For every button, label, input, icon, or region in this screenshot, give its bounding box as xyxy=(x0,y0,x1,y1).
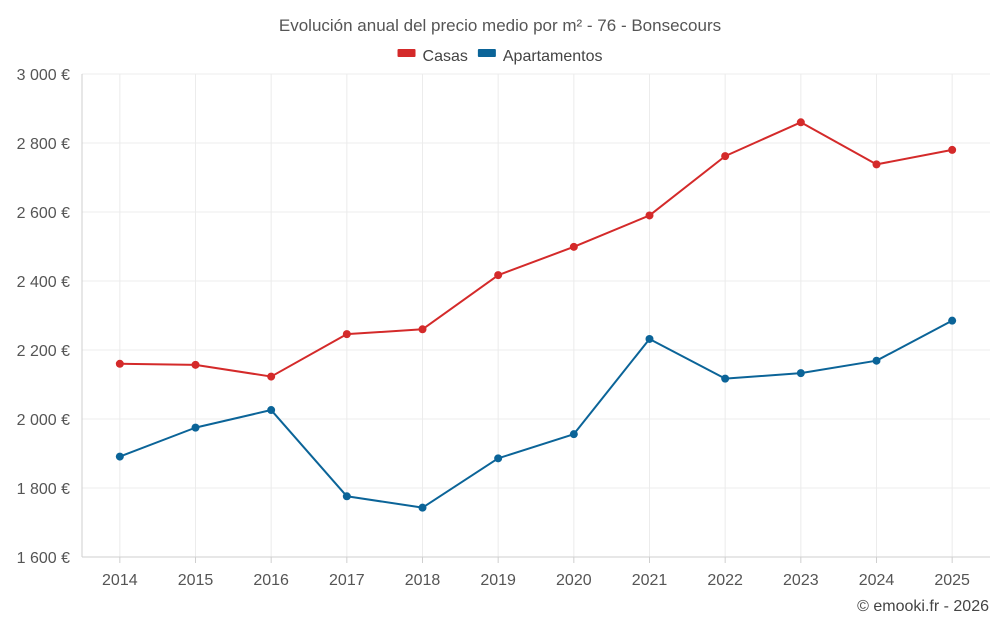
series-lines xyxy=(115,118,957,512)
x-tick-label: 2021 xyxy=(632,572,668,589)
data-point-apartamentos-2022[interactable] xyxy=(721,374,730,383)
legend-swatch xyxy=(477,49,496,57)
y-tick-label: 1 600 € xyxy=(17,550,70,567)
data-point-apartamentos-2015[interactable] xyxy=(191,423,200,432)
x-tick-label: 2019 xyxy=(480,572,516,589)
data-point-apartamentos-2023[interactable] xyxy=(796,369,805,378)
legend-swatch xyxy=(397,49,416,57)
y-tick-label: 1 800 € xyxy=(17,481,70,498)
data-point-casas-2015[interactable] xyxy=(191,360,200,369)
y-tick-label: 3 000 € xyxy=(17,67,70,84)
data-point-casas-2025[interactable] xyxy=(948,145,957,154)
axes: 1 600 € 1 800 € 2 000 € 2 200 € 2 400 € 2 600… xyxy=(17,67,990,589)
data-point-apartamentos-2020[interactable] xyxy=(569,430,578,439)
data-point-apartamentos-2017[interactable] xyxy=(342,492,351,501)
data-point-apartamentos-2014[interactable] xyxy=(115,452,124,461)
data-point-casas-2024[interactable] xyxy=(872,160,881,169)
data-point-casas-2014[interactable] xyxy=(115,359,124,368)
data-point-casas-2018[interactable] xyxy=(418,325,427,334)
x-tick-label: 2020 xyxy=(556,572,592,589)
x-tick-label: 2025 xyxy=(934,572,970,589)
data-point-casas-2016[interactable] xyxy=(267,372,276,381)
y-tick-label: 2 200 € xyxy=(17,343,70,360)
legend: Casas Apartamentos xyxy=(397,48,603,65)
data-point-casas-2019[interactable] xyxy=(494,271,503,280)
legend-label: Apartamentos xyxy=(503,48,603,65)
x-tick-label: 2017 xyxy=(329,572,365,589)
data-point-apartamentos-2021[interactable] xyxy=(645,334,654,343)
series-line-apartamentos xyxy=(119,319,953,509)
chart-title: Evolución anual del precio medio por m² … xyxy=(279,16,721,35)
x-tick-label: 2015 xyxy=(178,572,214,589)
legend-item-casas[interactable]: Casas xyxy=(397,48,468,65)
data-point-casas-2017[interactable] xyxy=(342,330,351,339)
y-tick-label: 2 600 € xyxy=(17,205,70,222)
y-tick-label: 2 400 € xyxy=(17,274,70,291)
data-point-casas-2021[interactable] xyxy=(645,211,654,220)
credit-text: © emooki.fr - 2026 xyxy=(857,598,989,615)
x-tick-label: 2014 xyxy=(102,572,138,589)
data-point-apartamentos-2019[interactable] xyxy=(494,454,503,463)
x-tick-label: 2018 xyxy=(405,572,441,589)
y-tick-label: 2 800 € xyxy=(17,136,70,153)
data-point-apartamentos-2025[interactable] xyxy=(948,316,957,325)
data-point-apartamentos-2018[interactable] xyxy=(418,503,427,512)
x-tick-label: 2016 xyxy=(253,572,289,589)
data-point-apartamentos-2024[interactable] xyxy=(872,356,881,365)
grid xyxy=(82,73,990,557)
x-tick-label: 2024 xyxy=(859,572,895,589)
data-point-casas-2023[interactable] xyxy=(796,118,805,127)
series-casas xyxy=(115,118,957,381)
x-tick-label: 2022 xyxy=(707,572,743,589)
y-tick-label: 2 000 € xyxy=(17,412,70,429)
x-tick-label: 2023 xyxy=(783,572,819,589)
legend-label: Casas xyxy=(423,48,468,65)
legend-item-apartamentos[interactable]: Apartamentos xyxy=(477,48,603,65)
data-point-casas-2020[interactable] xyxy=(569,242,578,251)
series-line-casas xyxy=(119,121,953,378)
data-point-apartamentos-2016[interactable] xyxy=(267,406,276,415)
series-apartamentos xyxy=(115,316,957,512)
data-point-casas-2022[interactable] xyxy=(721,152,730,161)
